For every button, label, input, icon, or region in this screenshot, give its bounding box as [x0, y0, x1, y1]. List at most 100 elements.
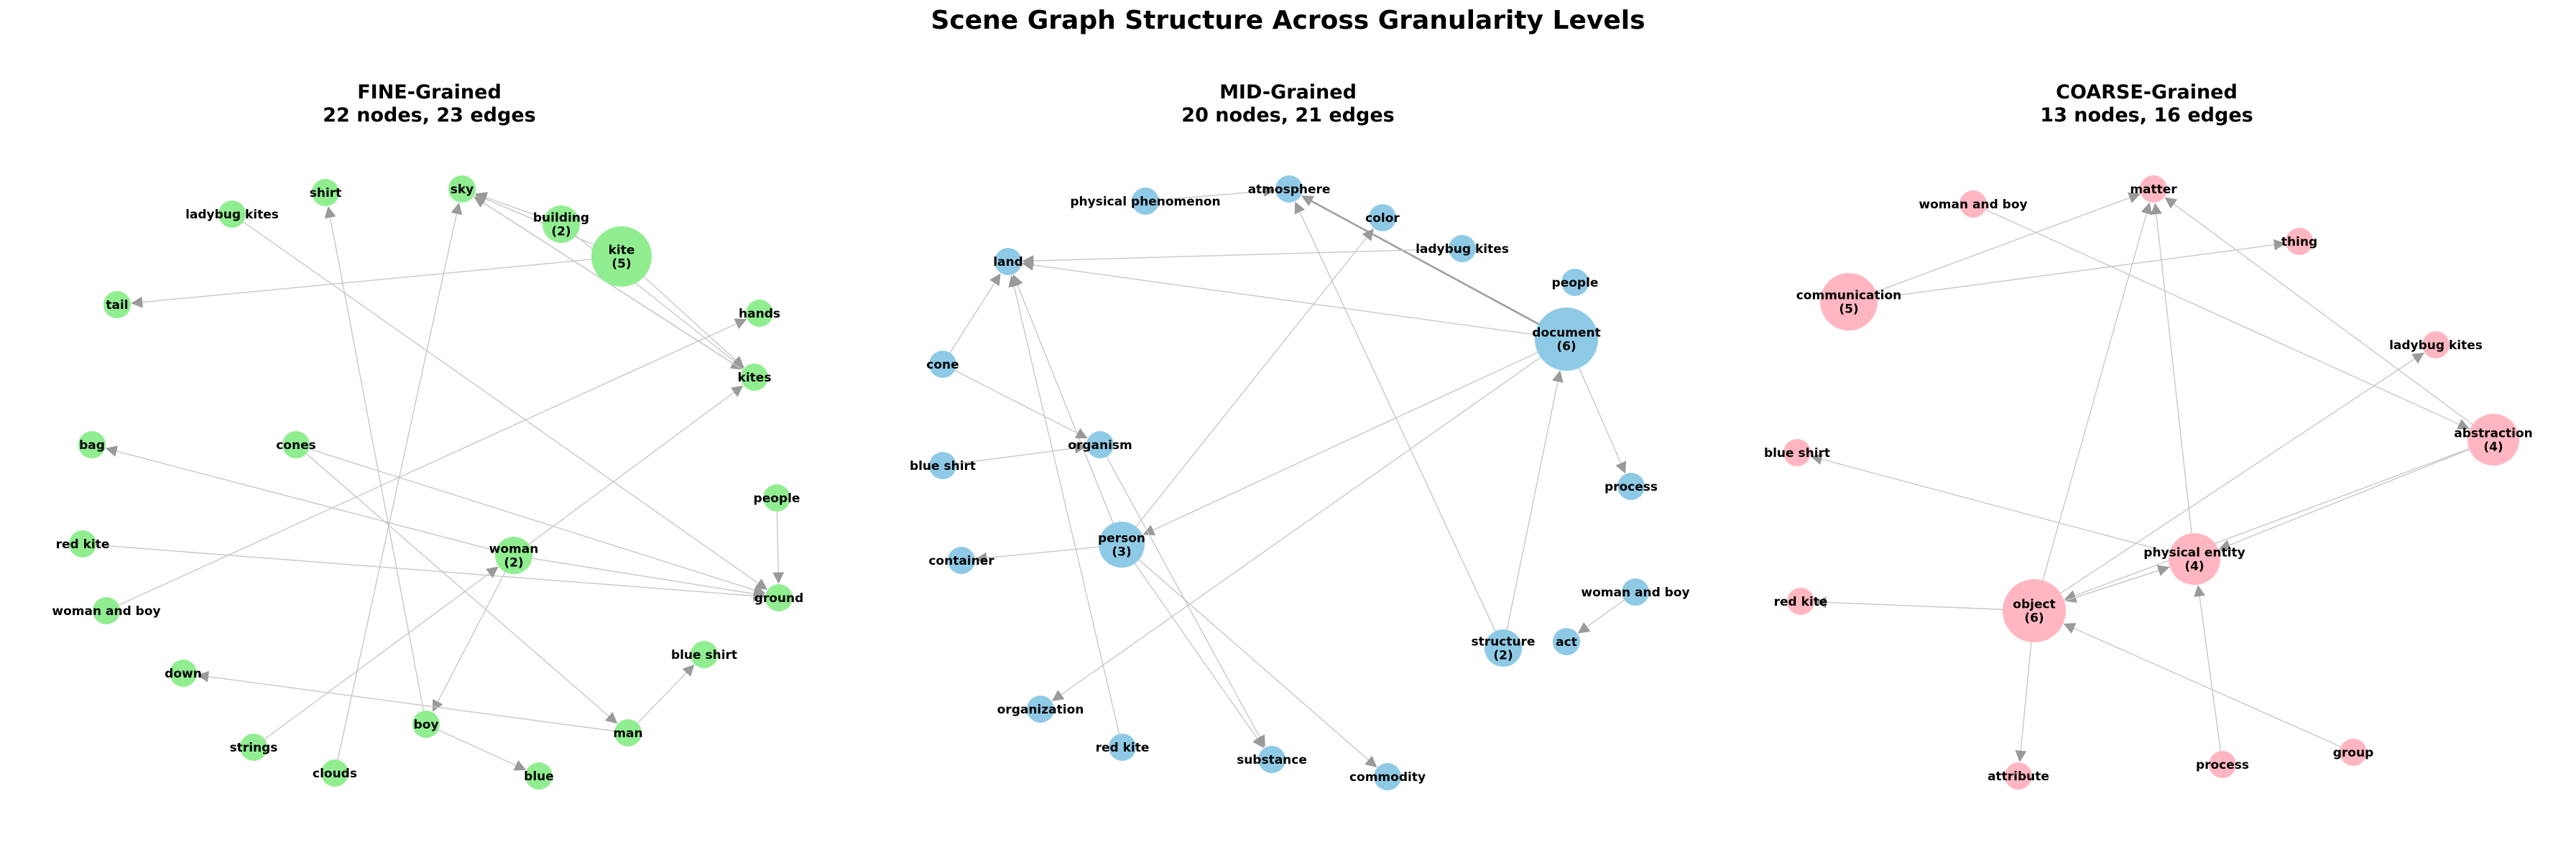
- node-red-kite[interactable]: red kite: [1096, 734, 1150, 761]
- node-attribute[interactable]: attribute: [1988, 762, 2049, 790]
- node-circle: [412, 711, 440, 738]
- node-red-kite[interactable]: red kite: [1774, 588, 1828, 615]
- figure-title: Scene Graph Structure Across Granularity…: [931, 6, 1645, 35]
- node-blue[interactable]: blue: [524, 762, 554, 790]
- node-woman[interactable]: woman(2): [489, 537, 539, 574]
- edge-person-to-commodity: [1138, 559, 1377, 768]
- node-physical-entity[interactable]: physical entity(4): [2143, 533, 2245, 585]
- node-blue-shirt[interactable]: blue shirt: [910, 452, 976, 479]
- node-blue-shirt[interactable]: blue shirt: [1764, 439, 1830, 466]
- edge-woman-and-boy-to-abstraction: [1985, 209, 2470, 430]
- mid-grained-panel: MID-Grained 20 nodes, 21 edges atmospher…: [859, 0, 1717, 850]
- edge-physical-phenomenon-to-atmosphere: [1158, 185, 1275, 201]
- node-act[interactable]: act: [1553, 628, 1580, 655]
- panel-title: COARSE-Grained 13 nodes, 16 edges: [1717, 81, 2576, 127]
- node-people[interactable]: people: [754, 484, 800, 512]
- node-label: object: [2013, 598, 2055, 612]
- edge-person-to-land: [1012, 274, 1114, 524]
- node-container[interactable]: container: [928, 547, 994, 574]
- node-boy[interactable]: boy: [412, 711, 440, 738]
- edge-people-to-ground: [772, 511, 785, 584]
- node-label: boy: [414, 718, 439, 732]
- node-thing[interactable]: thing: [2281, 228, 2317, 255]
- node-label: (6): [2024, 611, 2044, 626]
- node-circle: [2340, 739, 2367, 766]
- node-cone[interactable]: cone: [926, 351, 959, 378]
- node-circle: [2286, 228, 2313, 255]
- node-tail[interactable]: tail: [103, 291, 131, 318]
- node-color[interactable]: color: [1365, 204, 1400, 231]
- node-red-kite[interactable]: red kite: [56, 530, 110, 558]
- node-label: kite: [609, 244, 635, 258]
- node-circle: [240, 734, 267, 761]
- node-label: (4): [2184, 560, 2204, 574]
- node-circle: [525, 762, 553, 790]
- node-label: people: [754, 491, 800, 506]
- node-atmosphere[interactable]: atmosphere: [1248, 175, 1331, 203]
- node-abstraction[interactable]: abstraction(4): [2454, 414, 2533, 466]
- edge-ladybug-kites-to-land: [1022, 248, 1449, 267]
- node-label: kites: [738, 371, 772, 385]
- node-organization[interactable]: organization: [997, 696, 1084, 723]
- node-people[interactable]: people: [1552, 269, 1599, 296]
- node-label: ladybug kites: [1416, 242, 1509, 257]
- node-person[interactable]: person(3): [1098, 522, 1145, 568]
- node-commodity[interactable]: commodity: [1349, 763, 1426, 790]
- edge-man-to-down: [197, 670, 615, 732]
- node-ladybug-kites[interactable]: ladybug kites: [185, 200, 279, 228]
- node-organism[interactable]: organism: [1068, 431, 1132, 458]
- node-woman-and-boy[interactable]: woman and boy: [1919, 190, 2028, 218]
- node-label: physical entity: [2143, 546, 2245, 560]
- node-label: thing: [2281, 235, 2317, 249]
- node-strings[interactable]: strings: [230, 734, 278, 761]
- node-label: red kite: [1096, 741, 1150, 755]
- node-down[interactable]: down: [165, 660, 202, 687]
- node-circle: [2005, 762, 2032, 790]
- node-man[interactable]: man: [613, 719, 643, 747]
- node-group[interactable]: group: [2333, 739, 2374, 766]
- node-process[interactable]: process: [1605, 473, 1658, 500]
- node-communication[interactable]: communication(5): [1796, 273, 1902, 331]
- node-ground[interactable]: ground: [754, 584, 804, 611]
- node-cones[interactable]: cones: [276, 431, 316, 458]
- node-label: attribute: [1988, 770, 2049, 784]
- edge-red-kite-to-land: [1008, 274, 1120, 734]
- node-process[interactable]: process: [2196, 751, 2249, 778]
- node-clouds[interactable]: clouds: [313, 759, 357, 787]
- node-woman-and-boy[interactable]: woman and boy: [1581, 578, 1690, 606]
- node-circle: [1086, 431, 1114, 458]
- node-circle: [218, 200, 246, 228]
- node-label: woman and boy: [1581, 586, 1689, 600]
- node-sky[interactable]: sky: [448, 175, 476, 203]
- node-bag[interactable]: bag: [78, 431, 106, 458]
- panel-title-fine: FINE-Grained: [357, 81, 502, 103]
- node-matter[interactable]: matter: [2130, 175, 2177, 203]
- node-hands[interactable]: hands: [739, 300, 780, 327]
- node-object[interactable]: object(6): [2003, 579, 2066, 642]
- node-ladybug-kites[interactable]: ladybug kites: [1416, 235, 1509, 262]
- node-land[interactable]: land: [993, 248, 1023, 275]
- edge-boy-to-shirt: [324, 206, 425, 711]
- node-label: blue shirt: [1764, 446, 1830, 461]
- node-shirt[interactable]: shirt: [310, 179, 342, 206]
- node-circle: [929, 452, 956, 479]
- node-circle: [1783, 439, 1811, 466]
- node-document[interactable]: document(6): [1532, 308, 1601, 371]
- node-substance[interactable]: substance: [1237, 746, 1307, 773]
- node-circle: [1617, 473, 1645, 500]
- node-structure[interactable]: structure(2): [1472, 629, 1536, 667]
- edge-document-to-land: [1022, 259, 1536, 336]
- node-label: clouds: [313, 767, 357, 781]
- node-kites[interactable]: kites: [738, 364, 772, 391]
- fine-grained-graph: sky shirt ladybug kites building(2)kite(5) t…: [52, 175, 804, 790]
- edge-woman-to-ground: [532, 558, 765, 600]
- edge-physical-entity-to-blue-shirt: [1810, 453, 2170, 553]
- node-circle: [1374, 763, 1401, 790]
- node-physical-phenomenon[interactable]: physical phenomenon: [1070, 188, 1221, 215]
- node-label: communication: [1796, 289, 1902, 303]
- node-building[interactable]: building(2): [533, 205, 589, 243]
- node-blue-shirt[interactable]: blue shirt: [671, 641, 737, 668]
- node-woman-and-boy[interactable]: woman and boy: [52, 597, 161, 624]
- node-ladybug-kites[interactable]: ladybug kites: [2389, 331, 2483, 359]
- node-kite[interactable]: kite(5): [591, 226, 652, 287]
